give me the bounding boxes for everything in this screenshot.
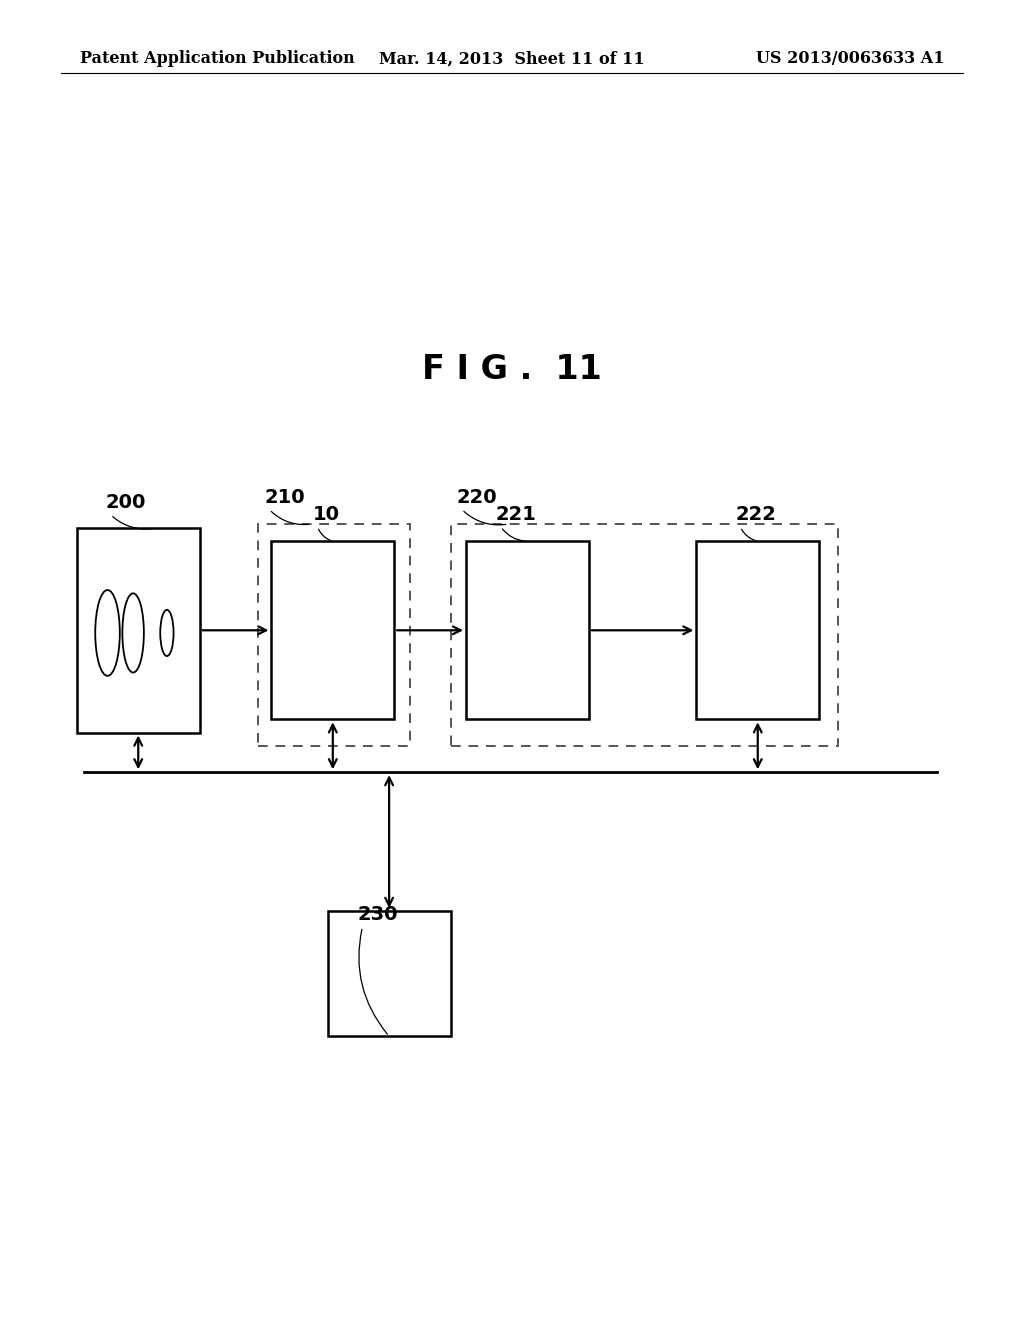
Bar <box>696 541 819 719</box>
Text: 200: 200 <box>105 494 145 512</box>
Bar <box>328 911 451 1036</box>
Text: 210: 210 <box>264 488 305 507</box>
Text: 222: 222 <box>735 506 776 524</box>
Text: F I G .  11: F I G . 11 <box>422 354 602 385</box>
Bar <box>451 524 838 746</box>
Ellipse shape <box>123 594 143 673</box>
Text: Mar. 14, 2013  Sheet 11 of 11: Mar. 14, 2013 Sheet 11 of 11 <box>379 50 645 67</box>
Text: 10: 10 <box>312 506 339 524</box>
Bar <box>258 524 410 746</box>
Bar <box>466 541 589 719</box>
Text: Patent Application Publication: Patent Application Publication <box>80 50 354 67</box>
Text: US 2013/0063633 A1: US 2013/0063633 A1 <box>756 50 944 67</box>
Ellipse shape <box>95 590 120 676</box>
Text: 230: 230 <box>357 906 398 924</box>
Text: 221: 221 <box>496 506 537 524</box>
Text: 220: 220 <box>457 488 498 507</box>
Bar <box>77 528 200 733</box>
Ellipse shape <box>160 610 174 656</box>
Bar <box>271 541 394 719</box>
